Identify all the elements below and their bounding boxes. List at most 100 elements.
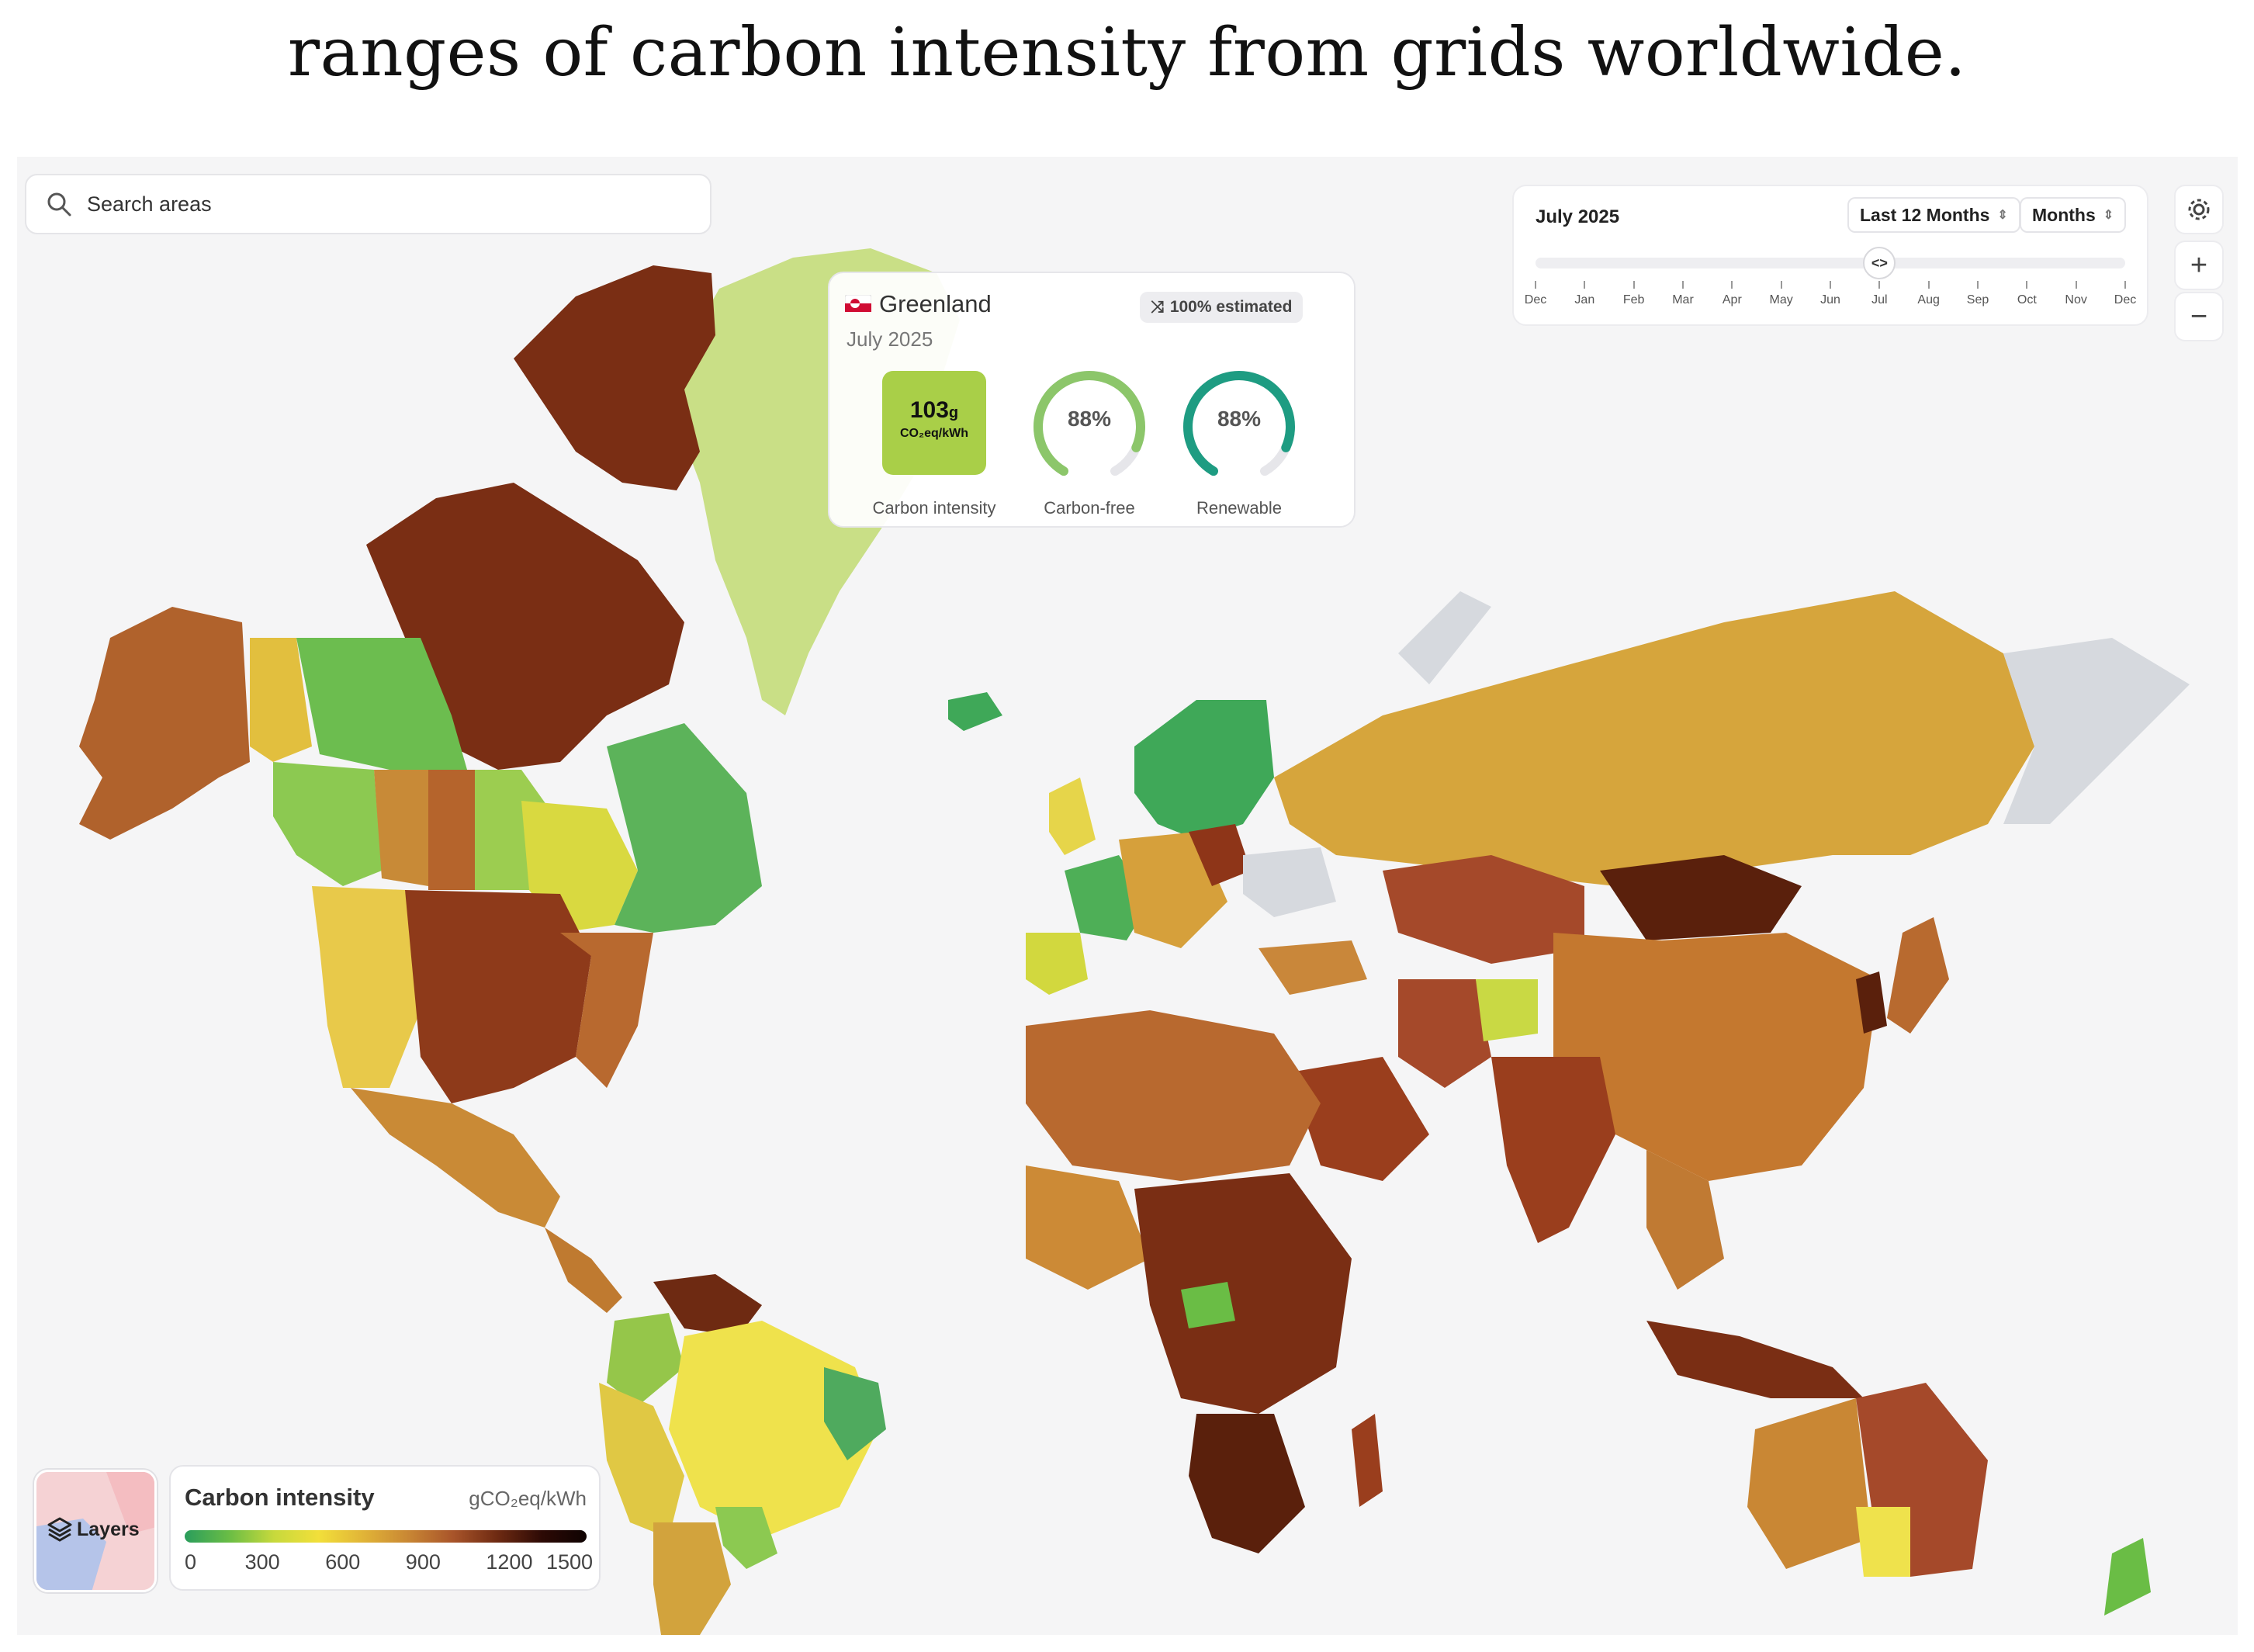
map-region-russia[interactable] bbox=[1274, 591, 2034, 886]
slider-handle[interactable]: <> bbox=[1863, 247, 1896, 279]
legend-unit: gCO₂eq/kWh bbox=[469, 1487, 587, 1510]
carbon-free-label: Carbon-free bbox=[1044, 498, 1135, 518]
legend-title: Carbon intensity bbox=[185, 1484, 375, 1511]
month-label: Aug bbox=[1917, 293, 1940, 307]
time-controller: July 2025 Last 12 Months ⇕ Months ⇕ <> Dec… bbox=[1512, 185, 2148, 326]
map-region-south-australia[interactable] bbox=[1856, 1507, 1910, 1577]
map-region-arabia[interactable] bbox=[1290, 1057, 1429, 1181]
greenland-flag-icon bbox=[845, 295, 871, 312]
map-region-southern-africa[interactable] bbox=[1189, 1414, 1305, 1553]
legend-tick-label: 900 bbox=[405, 1550, 441, 1574]
map-region-central-america[interactable] bbox=[545, 1228, 622, 1313]
month-label: Feb bbox=[1622, 293, 1645, 307]
month-tick[interactable]: Nov bbox=[2053, 281, 2100, 307]
map-region-scandinavia[interactable] bbox=[1134, 700, 1274, 840]
month-tick[interactable]: Jul bbox=[1856, 281, 1903, 307]
legend-tick-label: 1500 bbox=[546, 1550, 594, 1574]
month-tick[interactable]: Aug bbox=[1906, 281, 1952, 307]
map-region-mongolia[interactable] bbox=[1600, 855, 1802, 940]
map-region-eastern-australia[interactable] bbox=[1856, 1383, 1988, 1577]
map-region-north-africa[interactable] bbox=[1026, 1010, 1321, 1181]
map-region-iceland[interactable] bbox=[948, 692, 1002, 731]
map-region-british-columbia[interactable] bbox=[273, 762, 382, 886]
map-region-central-europe[interactable] bbox=[1119, 832, 1227, 948]
figure-caption: ranges of carbon intensity from grids wo… bbox=[287, 14, 1967, 92]
search-input[interactable]: Search areas bbox=[87, 192, 212, 216]
layers-thumbnail bbox=[36, 1472, 154, 1590]
map-region-usa-east[interactable] bbox=[560, 933, 653, 1088]
tick-mark bbox=[1977, 281, 1979, 289]
map-region-western-australia[interactable] bbox=[1747, 1398, 1871, 1569]
map-region-peru-ecuador[interactable] bbox=[599, 1383, 684, 1538]
map-region-china[interactable] bbox=[1553, 933, 1879, 1181]
month-label: Apr bbox=[1722, 293, 1742, 307]
settings-button[interactable] bbox=[2174, 185, 2224, 234]
map-region-indonesia[interactable] bbox=[1646, 1321, 1864, 1398]
carbon-intensity-map[interactable]: Search areas July 2025 Last 12 Months ⇕ M… bbox=[17, 157, 2238, 1635]
granularity-select[interactable]: Months ⇕ bbox=[2020, 197, 2127, 233]
month-tick[interactable]: Feb bbox=[1611, 281, 1657, 307]
map-region-venezuela[interactable] bbox=[653, 1274, 762, 1336]
month-axis: Dec Jan Feb Mar Apr May Jun Jul Aug Sep Oct Nov Dec bbox=[1525, 281, 2136, 312]
zoom-out-button[interactable]: − bbox=[2174, 292, 2224, 341]
layers-icon bbox=[47, 1517, 72, 1542]
map-region-central-africa[interactable] bbox=[1134, 1173, 1352, 1414]
month-tick[interactable]: Oct bbox=[2003, 281, 2050, 307]
month-tick[interactable]: Mar bbox=[1660, 281, 1706, 307]
map-region-nunavut[interactable] bbox=[366, 483, 684, 770]
map-region-usa-central[interactable] bbox=[405, 890, 591, 1103]
map-region-kazakhstan[interactable] bbox=[1383, 855, 1584, 964]
map-region-uk[interactable] bbox=[1049, 778, 1096, 855]
month-tick[interactable]: Apr bbox=[1709, 281, 1755, 307]
map-region-yukon[interactable] bbox=[250, 638, 312, 762]
month-label: Sep bbox=[1966, 293, 1989, 307]
zone-name: Greenland bbox=[879, 290, 992, 317]
month-tick[interactable]: May bbox=[1758, 281, 1805, 307]
map-region-argentina[interactable] bbox=[653, 1522, 731, 1635]
estimated-badge[interactable]: ⤨ 100% estimated bbox=[1140, 292, 1304, 323]
map-region-alberta[interactable] bbox=[374, 770, 428, 886]
map-region-paraguay-uruguay[interactable] bbox=[715, 1507, 777, 1569]
map-region-west-africa[interactable] bbox=[1026, 1165, 1150, 1290]
range-select[interactable]: Last 12 Months ⇕ bbox=[1847, 197, 2020, 233]
tick-mark bbox=[1584, 281, 1586, 289]
map-region-new-zealand[interactable] bbox=[2104, 1538, 2151, 1616]
map-region-poland[interactable] bbox=[1189, 824, 1251, 886]
zoom-in-button[interactable]: + bbox=[2174, 241, 2224, 290]
world-map[interactable] bbox=[17, 157, 2238, 1635]
map-region-arctic-canada[interactable] bbox=[514, 265, 715, 490]
month-tick[interactable]: Dec bbox=[1512, 281, 1559, 307]
search-bar[interactable]: Search areas bbox=[25, 174, 712, 234]
map-region-iberia[interactable] bbox=[1026, 933, 1088, 995]
map-region-madagascar[interactable] bbox=[1352, 1414, 1383, 1507]
layers-button[interactable]: Layers bbox=[34, 1470, 157, 1592]
map-region-saskatchewan[interactable] bbox=[428, 770, 475, 890]
legend: Carbon intensity gCO₂eq/kWh 0 300 600 900 12… bbox=[169, 1465, 601, 1591]
map-region-nw-territories[interactable] bbox=[296, 638, 467, 770]
map-region-korea[interactable] bbox=[1856, 971, 1887, 1034]
map-region-india[interactable] bbox=[1491, 1057, 1615, 1243]
month-tick[interactable]: Jan bbox=[1561, 281, 1608, 307]
map-region-brazil-northeast[interactable] bbox=[824, 1367, 886, 1460]
map-region-turkey[interactable] bbox=[1259, 940, 1367, 995]
map-region-japan[interactable] bbox=[1887, 917, 1949, 1034]
month-label: Jan bbox=[1574, 293, 1595, 307]
month-tick[interactable]: Sep bbox=[1955, 281, 2001, 307]
map-region-iran[interactable] bbox=[1398, 979, 1491, 1088]
month-tick[interactable]: Dec bbox=[2102, 281, 2148, 307]
map-region-ukraine[interactable] bbox=[1243, 847, 1336, 917]
map-region-mexico[interactable] bbox=[351, 1088, 560, 1228]
map-region-afghanistan[interactable] bbox=[1476, 979, 1538, 1041]
gear-icon bbox=[2188, 199, 2210, 220]
map-region-se-asia[interactable] bbox=[1646, 1150, 1724, 1290]
month-tick[interactable]: Jun bbox=[1807, 281, 1854, 307]
map-region-quebec[interactable] bbox=[607, 723, 762, 933]
map-region-alaska[interactable] bbox=[79, 607, 250, 840]
map-region-colombia[interactable] bbox=[607, 1313, 684, 1406]
search-icon bbox=[47, 192, 71, 216]
map-region-usa-west[interactable] bbox=[312, 886, 421, 1088]
map-region-cameroon-car[interactable] bbox=[1181, 1282, 1235, 1328]
map-region-novaya-zemlya[interactable] bbox=[1398, 591, 1491, 684]
map-region-chukotka[interactable] bbox=[2003, 638, 2190, 824]
time-slider[interactable]: <> bbox=[1536, 247, 2125, 279]
